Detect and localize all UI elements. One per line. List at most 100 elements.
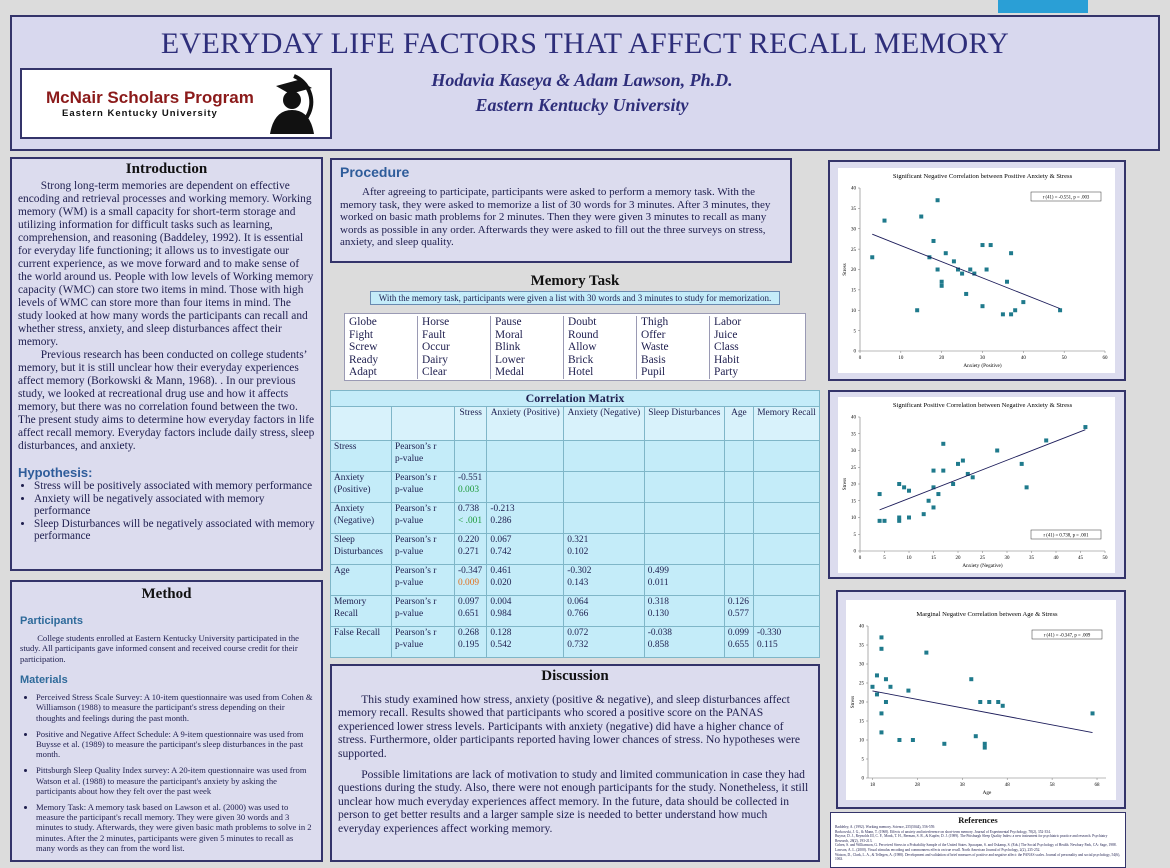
header: EVERYDAY LIFE FACTORS THAT AFFECT RECALL… [10, 15, 1160, 151]
point [956, 461, 960, 466]
stat-label: Pearson’s r [395, 473, 437, 483]
matrix-cell [752, 440, 821, 472]
procedure-text: After agreeing to participate, participa… [340, 186, 771, 249]
y-tick-label: 35 [859, 644, 865, 649]
matrix-cell [723, 533, 754, 565]
matrix-cell: -0.213 0.286 [486, 502, 565, 534]
scatter-chart: Marginal Negative Correlation between Ag… [846, 600, 1116, 800]
point [1009, 312, 1014, 317]
blank-header [391, 406, 455, 441]
poster-title: EVERYDAY LIFE FACTORS THAT AFFECT RECALL… [160, 27, 1010, 60]
stat-label: p-value [395, 577, 424, 588]
r-value: -0.347 [458, 566, 483, 576]
y-tick-label: 20 [859, 701, 865, 706]
y-tick-label: 5 [854, 533, 857, 538]
trend-line [879, 429, 1086, 511]
x-tick-label: 40 [1021, 356, 1027, 361]
point [924, 650, 929, 655]
point [1083, 425, 1088, 430]
word: Medal [490, 366, 564, 379]
matrix-row: False Recall Pearson’s r p-value 0.268 0.195… [330, 626, 821, 658]
p-value: 0.020 [490, 577, 512, 588]
y-axis-label: Stress [850, 696, 856, 708]
x-tick-label: 25 [980, 556, 986, 561]
stat-labels: Pearson’s r p-value [391, 440, 455, 472]
matrix-cell [723, 564, 754, 596]
point [883, 700, 888, 704]
matrix-cell [453, 440, 488, 472]
point [935, 267, 940, 272]
chart-title: Marginal Negative Correlation between Ag… [916, 611, 1058, 618]
y-tick-label: 35 [851, 207, 857, 212]
row-label: Sleep Disturbances [330, 533, 392, 565]
participants-text: College students enrolled at Eastern Ken… [20, 633, 299, 664]
point [1005, 279, 1009, 284]
x-tick-label: 10 [898, 356, 904, 361]
matrix-cell [723, 471, 754, 503]
p-value: 0.102 [567, 546, 589, 557]
reference-item: Buysse, D. J., Reynolds III, C. F., Monk… [835, 834, 1108, 843]
stat-labels: Pearson’s r p-value [391, 471, 455, 503]
point [931, 468, 936, 473]
matrix-cell: 0.064 0.766 [563, 595, 645, 627]
x-tick-label: 38 [960, 783, 966, 788]
p-value: 0.655 [727, 639, 749, 650]
procedure-heading: Procedure [340, 164, 410, 180]
r-value: 0.099 [727, 628, 749, 638]
matrix-cell [643, 471, 725, 503]
x-tick-label: 50 [1062, 356, 1068, 361]
p-value: 0.195 [458, 639, 480, 650]
p-value: 0.858 [647, 639, 669, 650]
r-value: 0.499 [647, 566, 669, 576]
word-row: Ready Dairy Lower Brick Basis Habit [345, 353, 782, 367]
r-value: 0.004 [490, 597, 512, 607]
matrix-row: Anxiety (Positive) Pearson’s r p-value -0.5… [330, 471, 821, 503]
x-tick-label: 10 [907, 556, 913, 561]
y-tick-label: 40 [851, 416, 857, 421]
point [897, 518, 902, 523]
point [1058, 308, 1063, 313]
trend-line [872, 690, 1093, 734]
point [935, 198, 940, 203]
column-header: Memory Recall [752, 406, 821, 441]
reference-item: Lawson, A. L. (2000). Visual stimulus en… [835, 847, 1041, 852]
point [902, 485, 907, 490]
affiliation: Eastern Kentucky University [475, 95, 689, 115]
point [960, 271, 965, 276]
point [877, 518, 882, 523]
x-axis-label: Anxiety (Positive) [963, 362, 1001, 369]
discussion-heading: Discussion [541, 668, 609, 684]
scatter-chart: Significant Positive Correlation between… [838, 397, 1115, 573]
logo-title: McNair Scholars Program [46, 88, 254, 107]
matrix-cell [563, 502, 645, 534]
point [1021, 300, 1026, 305]
y-tick-label: 0 [854, 550, 857, 555]
annotation-box [1031, 629, 1103, 640]
word: Screw [349, 341, 378, 354]
p-value: 0.651 [458, 608, 480, 619]
p-value: 0.732 [567, 639, 589, 650]
matrix-cell: 0.268 0.195 [453, 626, 488, 658]
point [972, 271, 977, 276]
material-item: Pittsburgh Sleep Quality Index survey: A… [36, 765, 313, 796]
word: Juice [709, 328, 782, 342]
column-header: Stress [453, 406, 488, 441]
word-row: Adapt Clear Medal Hotel Pupil Party [345, 366, 782, 379]
memory-task-note: With the memory task, participants were … [370, 291, 780, 305]
y-tick-label: 20 [851, 483, 857, 488]
column-header: Sleep Disturbances [643, 406, 725, 441]
matrix-title: Correlation Matrix [330, 390, 820, 407]
point [877, 492, 882, 497]
point [907, 488, 911, 493]
procedure: Procedure After agreeing to participate,… [330, 158, 792, 263]
word: Ready [349, 353, 379, 366]
p-value: 0.003 [458, 484, 480, 495]
matrix-cell [752, 471, 821, 503]
point [897, 482, 902, 486]
point [870, 684, 875, 689]
r-value: 0.321 [567, 535, 589, 545]
matrix-cell [643, 440, 725, 472]
p-value: 0.286 [490, 515, 512, 526]
logo-head [283, 91, 301, 109]
p-value: 0.011 [647, 577, 669, 588]
